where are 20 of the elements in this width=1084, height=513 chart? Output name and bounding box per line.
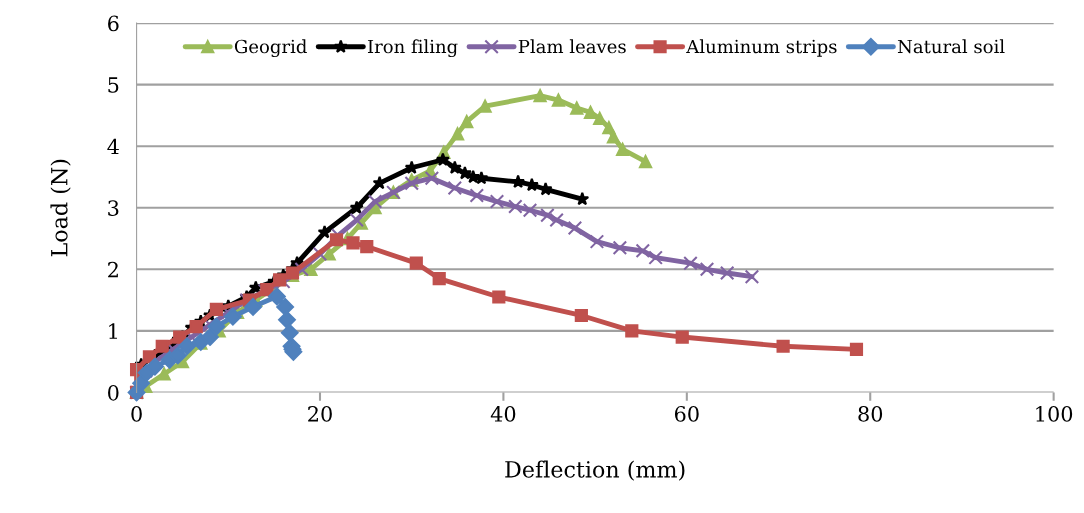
y-tick-label: 0 (108, 384, 119, 401)
y-tick-label: 3 (108, 200, 119, 216)
x-tick-label: 40 (490, 406, 516, 422)
y-axis-title: Load (N) (50, 159, 71, 257)
y-tick-label: 5 (108, 77, 119, 93)
legend-label: Natural soil (897, 39, 1005, 54)
y-tick-label: 6 (108, 15, 119, 32)
x-tick-label: 60 (674, 406, 699, 422)
x-tick-label: 20 (308, 406, 332, 422)
x-axis-title: Deflection (mm) (505, 460, 685, 481)
x-tick-label: 80 (858, 406, 883, 422)
legend-label: Plam leaves (518, 39, 626, 54)
legend-label: Aluminum strips (686, 39, 837, 57)
y-tick-label: 1 (109, 323, 117, 339)
y-tick-label: 2 (108, 261, 118, 278)
x-tick-label: 0 (131, 406, 142, 422)
x-tick-label: 100 (1036, 406, 1073, 422)
legend-label: Geogrid (234, 39, 307, 58)
legend-label: Iron filing (367, 39, 458, 58)
y-tick-label: 4 (107, 138, 119, 155)
